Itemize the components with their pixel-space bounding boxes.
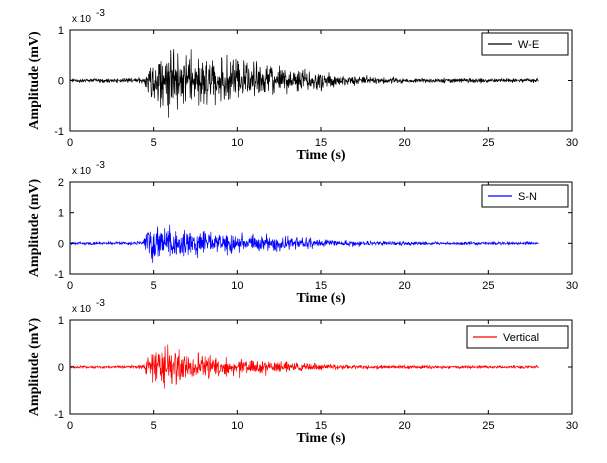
y-exponent-label: x 10 — [72, 304, 91, 315]
y-exponent-power: -3 — [96, 298, 105, 309]
x-tick-label: 20 — [399, 280, 411, 292]
y-axis-label: Amplitude (mV) — [27, 178, 42, 277]
y-exponent-power: -3 — [96, 160, 105, 171]
y-tick-label: 1 — [58, 315, 64, 327]
x-tick-label: 30 — [566, 280, 578, 292]
x-tick-label: 0 — [67, 420, 73, 432]
y-tick-label: -1 — [54, 269, 64, 281]
x-tick-label: 20 — [399, 420, 411, 432]
y-tick-label: 1 — [58, 25, 64, 37]
x-tick-label: 5 — [151, 137, 157, 149]
y-tick-label: 2 — [58, 177, 64, 189]
x-tick-label: 10 — [231, 280, 243, 292]
y-exponent-power: -3 — [96, 8, 105, 19]
y-exponent-label: x 10 — [72, 14, 91, 25]
x-tick-label: 15 — [315, 420, 327, 432]
x-tick-label: 0 — [67, 280, 73, 292]
x-tick-label: 30 — [566, 420, 578, 432]
x-tick-label: 15 — [315, 280, 327, 292]
y-tick-label: 0 — [58, 238, 64, 250]
y-tick-label: 0 — [58, 76, 64, 88]
x-tick-label: 5 — [151, 280, 157, 292]
y-axis-label: Amplitude (mV) — [27, 31, 42, 130]
y-tick-label: -1 — [54, 409, 64, 421]
y-tick-label: 1 — [58, 208, 64, 220]
x-tick-label: 15 — [315, 137, 327, 149]
x-tick-label: 20 — [399, 137, 411, 149]
y-tick-label: -1 — [54, 126, 64, 138]
y-axis-label: Amplitude (mV) — [27, 317, 42, 416]
x-tick-label: 0 — [67, 137, 73, 149]
x-tick-label: 10 — [231, 137, 243, 149]
x-tick-label: 10 — [231, 420, 243, 432]
x-axis-label: Time (s) — [296, 148, 345, 163]
legend-box — [481, 184, 569, 208]
x-tick-label: 25 — [482, 420, 494, 432]
legend-box — [466, 325, 569, 349]
legend-label: W-E — [518, 39, 539, 51]
legend-box — [481, 32, 569, 56]
legend-label: S-N — [518, 191, 537, 203]
series-trace — [69, 49, 539, 118]
x-tick-label: 25 — [482, 280, 494, 292]
x-axis-label: Time (s) — [296, 291, 345, 306]
series-trace — [69, 224, 539, 263]
y-exponent-label: x 10 — [72, 166, 91, 177]
x-axis-label: Time (s) — [296, 431, 345, 446]
series-trace — [69, 344, 539, 389]
y-tick-label: 0 — [58, 362, 64, 374]
x-tick-label: 25 — [482, 137, 494, 149]
legend-label: Vertical — [503, 332, 539, 344]
x-tick-label: 5 — [151, 420, 157, 432]
x-tick-label: 30 — [566, 137, 578, 149]
